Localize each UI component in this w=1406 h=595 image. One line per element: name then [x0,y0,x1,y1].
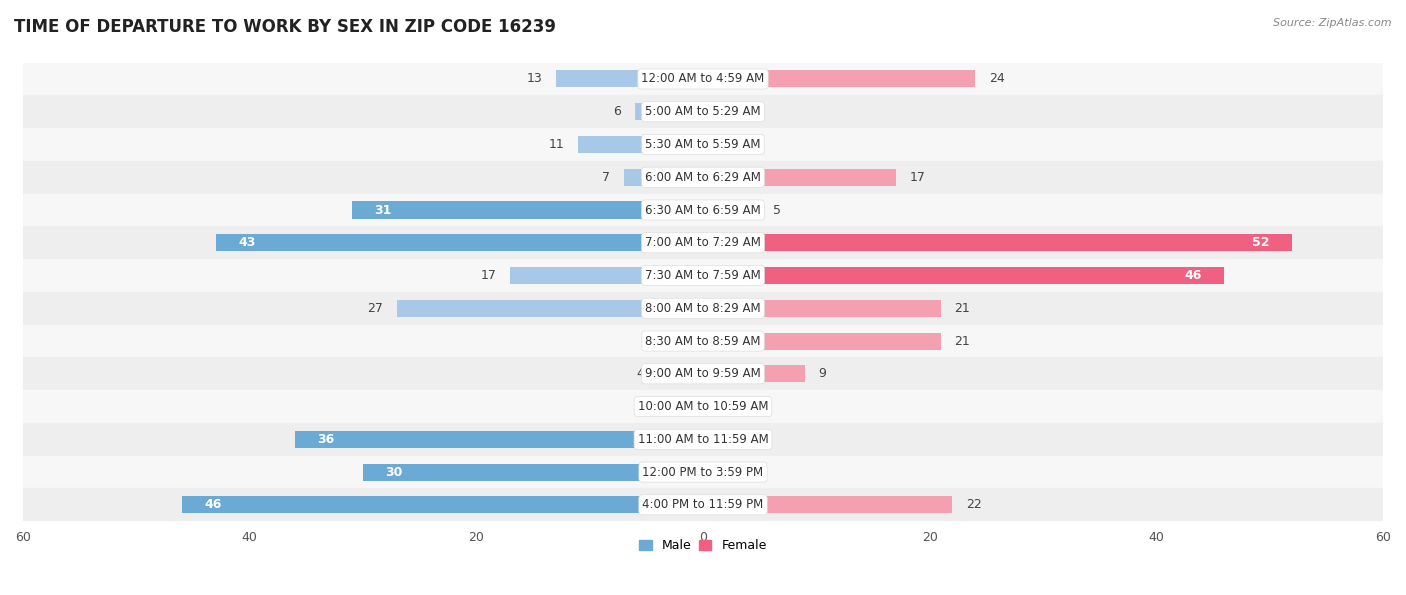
Text: 30: 30 [385,465,404,478]
Bar [624,169,703,186]
Text: 52: 52 [1253,236,1270,249]
Text: 46: 46 [204,499,222,511]
Text: 5:00 AM to 5:29 AM: 5:00 AM to 5:29 AM [645,105,761,118]
Bar [578,136,703,153]
Bar [703,333,941,350]
Bar [22,325,1384,358]
Bar [703,234,1292,251]
Bar [703,496,952,513]
Bar [363,464,703,481]
Text: 24: 24 [988,73,1004,86]
Bar [636,103,703,120]
Text: 0: 0 [717,400,724,413]
Text: 17: 17 [910,171,925,184]
Bar [703,464,706,481]
Bar [703,202,759,218]
Bar [22,62,1384,95]
Text: 31: 31 [374,203,392,217]
Text: 0: 0 [682,400,689,413]
Text: 9:00 AM to 9:59 AM: 9:00 AM to 9:59 AM [645,367,761,380]
Text: 6:00 AM to 6:29 AM: 6:00 AM to 6:29 AM [645,171,761,184]
Text: Source: ZipAtlas.com: Source: ZipAtlas.com [1274,18,1392,28]
Text: 9: 9 [818,367,827,380]
Text: 46: 46 [1184,269,1202,282]
Text: 8:30 AM to 8:59 AM: 8:30 AM to 8:59 AM [645,334,761,347]
Text: 6:30 AM to 6:59 AM: 6:30 AM to 6:59 AM [645,203,761,217]
Text: 3: 3 [751,138,758,151]
Text: 0: 0 [682,334,689,347]
Bar [703,365,806,383]
Text: 21: 21 [955,302,970,315]
Text: 0: 0 [717,105,724,118]
Bar [510,267,703,284]
Text: 43: 43 [238,236,256,249]
Bar [22,193,1384,226]
Text: 7:30 AM to 7:59 AM: 7:30 AM to 7:59 AM [645,269,761,282]
Bar [22,423,1384,456]
Bar [295,431,703,448]
Bar [22,95,1384,128]
Text: 27: 27 [367,302,384,315]
Bar [658,365,703,383]
Text: 5:30 AM to 5:59 AM: 5:30 AM to 5:59 AM [645,138,761,151]
Bar [703,431,748,448]
Text: 7: 7 [602,171,610,184]
Bar [352,202,703,218]
Bar [22,259,1384,292]
Bar [181,496,703,513]
Text: 36: 36 [318,433,335,446]
Text: 4: 4 [636,367,644,380]
Bar [703,70,974,87]
Bar [703,300,941,317]
Bar [703,136,737,153]
Bar [703,169,896,186]
Bar [555,70,703,87]
Bar [22,488,1384,521]
Text: 10:00 AM to 10:59 AM: 10:00 AM to 10:59 AM [638,400,768,413]
Bar [22,128,1384,161]
Text: 0: 0 [717,465,724,478]
Text: 12:00 AM to 4:59 AM: 12:00 AM to 4:59 AM [641,73,765,86]
Legend: Male, Female: Male, Female [636,536,770,556]
Text: 4: 4 [762,433,770,446]
Bar [703,267,1225,284]
Text: 17: 17 [481,269,496,282]
Bar [22,226,1384,259]
Bar [22,456,1384,488]
Bar [22,358,1384,390]
Bar [396,300,703,317]
Bar [703,398,706,415]
Text: 4:00 PM to 11:59 PM: 4:00 PM to 11:59 PM [643,499,763,511]
Text: 5: 5 [773,203,782,217]
Text: 7:00 AM to 7:29 AM: 7:00 AM to 7:29 AM [645,236,761,249]
Text: 11:00 AM to 11:59 AM: 11:00 AM to 11:59 AM [638,433,768,446]
Text: 21: 21 [955,334,970,347]
Bar [700,333,703,350]
Bar [703,103,706,120]
Text: 22: 22 [966,499,981,511]
Text: 12:00 PM to 3:59 PM: 12:00 PM to 3:59 PM [643,465,763,478]
Text: 13: 13 [526,73,543,86]
Text: 11: 11 [548,138,565,151]
Text: 6: 6 [613,105,621,118]
Text: TIME OF DEPARTURE TO WORK BY SEX IN ZIP CODE 16239: TIME OF DEPARTURE TO WORK BY SEX IN ZIP … [14,18,555,36]
Bar [215,234,703,251]
Bar [22,292,1384,325]
Bar [700,398,703,415]
Bar [22,390,1384,423]
Text: 8:00 AM to 8:29 AM: 8:00 AM to 8:29 AM [645,302,761,315]
Bar [22,161,1384,193]
